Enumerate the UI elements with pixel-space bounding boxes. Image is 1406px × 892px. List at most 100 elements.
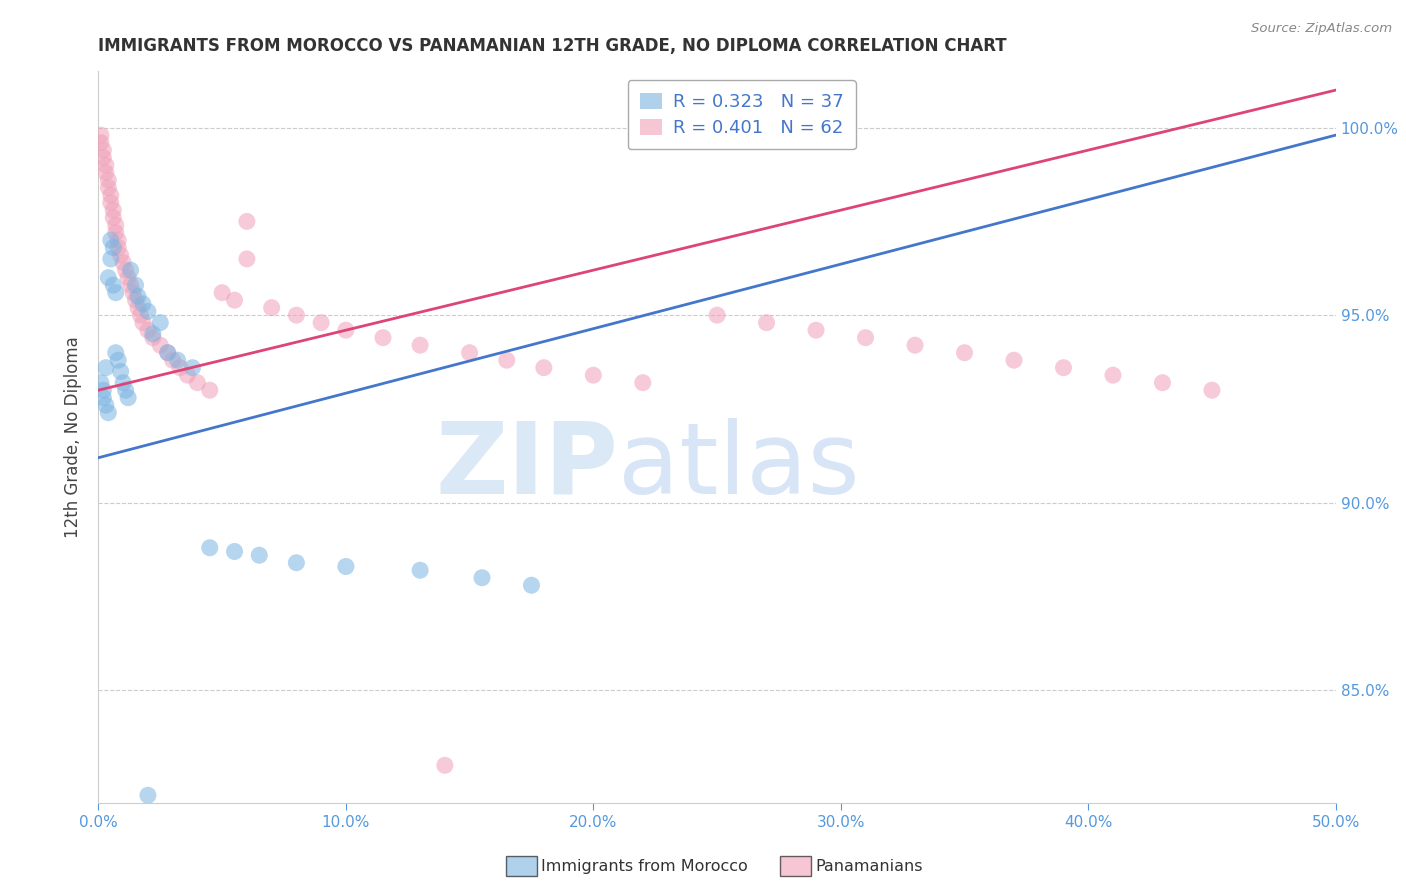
Point xyxy=(97,180,120,194)
Point xyxy=(112,255,135,269)
Point xyxy=(114,383,136,397)
Point xyxy=(247,548,270,562)
Point xyxy=(129,308,152,322)
Point xyxy=(104,226,127,240)
Point xyxy=(433,758,456,772)
Point xyxy=(335,323,357,337)
Point xyxy=(804,323,827,337)
Point xyxy=(156,345,179,359)
Point xyxy=(112,376,135,390)
Point xyxy=(107,241,129,255)
Point xyxy=(104,285,127,300)
Point xyxy=(100,252,122,266)
Point xyxy=(236,214,259,228)
Point xyxy=(100,188,122,202)
Point xyxy=(93,143,115,157)
Point xyxy=(1002,353,1025,368)
Point xyxy=(211,285,233,300)
Point xyxy=(520,578,543,592)
Point xyxy=(1102,368,1125,383)
Point xyxy=(755,316,778,330)
Point xyxy=(471,571,494,585)
Point xyxy=(100,233,122,247)
Point xyxy=(100,195,122,210)
Point xyxy=(117,270,139,285)
Point xyxy=(120,263,142,277)
Point xyxy=(706,308,728,322)
Point xyxy=(127,301,149,315)
Point xyxy=(169,360,191,375)
Text: atlas: atlas xyxy=(619,417,859,515)
Point xyxy=(631,376,654,390)
Point xyxy=(409,338,432,352)
Point xyxy=(94,360,117,375)
Y-axis label: 12th Grade, No Diploma: 12th Grade, No Diploma xyxy=(65,336,83,538)
Point xyxy=(309,316,332,330)
Point xyxy=(117,391,139,405)
Point xyxy=(107,233,129,247)
Point xyxy=(124,278,146,293)
Point xyxy=(198,541,221,555)
Point xyxy=(132,316,155,330)
Point xyxy=(103,278,125,293)
Point xyxy=(93,151,115,165)
Point xyxy=(495,353,517,368)
Point xyxy=(904,338,927,352)
Point xyxy=(855,331,877,345)
Point xyxy=(458,345,481,359)
Text: IMMIGRANTS FROM MOROCCO VS PANAMANIAN 12TH GRADE, NO DIPLOMA CORRELATION CHART: IMMIGRANTS FROM MOROCCO VS PANAMANIAN 12… xyxy=(98,37,1007,54)
Point xyxy=(142,326,165,341)
Point xyxy=(335,559,357,574)
Point xyxy=(90,136,112,150)
Point xyxy=(104,345,127,359)
Point xyxy=(162,353,184,368)
Point xyxy=(136,304,159,318)
Point xyxy=(186,376,208,390)
Point xyxy=(953,345,976,359)
Point xyxy=(114,263,136,277)
Point xyxy=(136,789,159,803)
Point xyxy=(127,289,149,303)
Point xyxy=(149,338,172,352)
Point xyxy=(149,316,172,330)
Point xyxy=(90,128,112,142)
Point xyxy=(176,368,198,383)
Point xyxy=(1201,383,1223,397)
Point xyxy=(156,345,179,359)
Point xyxy=(107,353,129,368)
Point xyxy=(93,391,115,405)
Point xyxy=(94,398,117,412)
Text: Immigrants from Morocco: Immigrants from Morocco xyxy=(541,859,748,873)
Point xyxy=(103,203,125,218)
Point xyxy=(224,293,246,308)
Point xyxy=(285,556,308,570)
Point xyxy=(582,368,605,383)
Point xyxy=(94,166,117,180)
Point xyxy=(136,323,159,337)
Point xyxy=(110,248,132,262)
Point xyxy=(181,360,204,375)
Point xyxy=(90,376,112,390)
Point xyxy=(1052,360,1074,375)
Point xyxy=(166,353,188,368)
Point xyxy=(198,383,221,397)
Point xyxy=(236,252,259,266)
Point xyxy=(533,360,555,375)
Point xyxy=(103,241,125,255)
Point xyxy=(97,270,120,285)
Point xyxy=(285,308,308,322)
Point xyxy=(104,218,127,232)
Text: Source: ZipAtlas.com: Source: ZipAtlas.com xyxy=(1251,22,1392,36)
Point xyxy=(97,406,120,420)
Point xyxy=(93,383,115,397)
Point xyxy=(97,173,120,187)
Point xyxy=(142,331,165,345)
Point xyxy=(103,211,125,225)
Point xyxy=(132,297,155,311)
Point xyxy=(122,285,145,300)
Point xyxy=(124,293,146,308)
Point xyxy=(260,301,283,315)
Point xyxy=(110,364,132,378)
Text: ZIP: ZIP xyxy=(436,417,619,515)
Point xyxy=(120,278,142,293)
